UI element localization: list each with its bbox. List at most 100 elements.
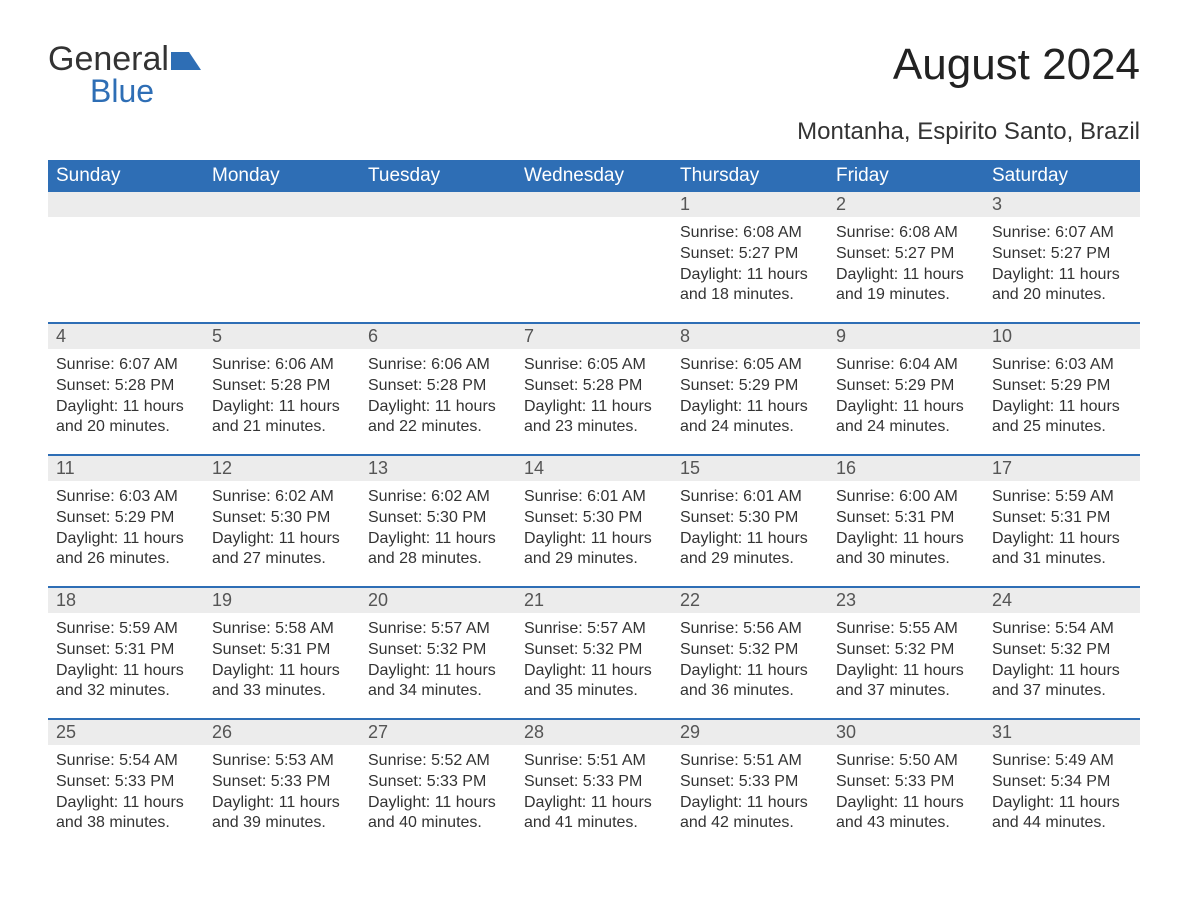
day-number: 9 [828,324,984,349]
day-content: Sunrise: 5:57 AMSunset: 5:32 PMDaylight:… [516,613,672,704]
sunrise-text: Sunrise: 6:08 AM [836,223,976,244]
calendar-day: 30Sunrise: 5:50 AMSunset: 5:33 PMDayligh… [828,720,984,840]
sunrise-text: Sunrise: 5:53 AM [212,751,352,772]
daylight1-text: Daylight: 11 hours [56,661,196,682]
calendar-day [204,192,360,312]
calendar-day: 27Sunrise: 5:52 AMSunset: 5:33 PMDayligh… [360,720,516,840]
day-number: 15 [672,456,828,481]
sunset-text: Sunset: 5:31 PM [992,508,1132,529]
calendar-day: 17Sunrise: 5:59 AMSunset: 5:31 PMDayligh… [984,456,1140,576]
daylight1-text: Daylight: 11 hours [368,793,508,814]
calendar-day: 9Sunrise: 6:04 AMSunset: 5:29 PMDaylight… [828,324,984,444]
day-content: Sunrise: 5:50 AMSunset: 5:33 PMDaylight:… [828,745,984,836]
calendar-day: 23Sunrise: 5:55 AMSunset: 5:32 PMDayligh… [828,588,984,708]
daylight1-text: Daylight: 11 hours [680,661,820,682]
day-number [204,192,360,217]
daylight1-text: Daylight: 11 hours [56,793,196,814]
day-content: Sunrise: 6:03 AMSunset: 5:29 PMDaylight:… [48,481,204,572]
calendar-day: 31Sunrise: 5:49 AMSunset: 5:34 PMDayligh… [984,720,1140,840]
sunrise-text: Sunrise: 6:03 AM [992,355,1132,376]
day-number: 14 [516,456,672,481]
sunset-text: Sunset: 5:32 PM [836,640,976,661]
calendar-day: 1Sunrise: 6:08 AMSunset: 5:27 PMDaylight… [672,192,828,312]
day-number: 6 [360,324,516,349]
sunset-text: Sunset: 5:31 PM [836,508,976,529]
day-number: 5 [204,324,360,349]
daylight2-text: and 44 minutes. [992,813,1132,834]
daylight2-text: and 20 minutes. [56,417,196,438]
daylight2-text: and 40 minutes. [368,813,508,834]
day-number: 23 [828,588,984,613]
daylight1-text: Daylight: 11 hours [680,265,820,286]
calendar-day: 6Sunrise: 6:06 AMSunset: 5:28 PMDaylight… [360,324,516,444]
day-number [48,192,204,217]
day-number: 11 [48,456,204,481]
daylight1-text: Daylight: 11 hours [524,397,664,418]
daylight2-text: and 42 minutes. [680,813,820,834]
sunset-text: Sunset: 5:31 PM [212,640,352,661]
calendar-day: 3Sunrise: 6:07 AMSunset: 5:27 PMDaylight… [984,192,1140,312]
sunrise-text: Sunrise: 5:57 AM [524,619,664,640]
calendar-week: 4Sunrise: 6:07 AMSunset: 5:28 PMDaylight… [48,322,1140,444]
daylight1-text: Daylight: 11 hours [836,661,976,682]
day-number: 29 [672,720,828,745]
sunrise-text: Sunrise: 6:06 AM [368,355,508,376]
day-content: Sunrise: 5:53 AMSunset: 5:33 PMDaylight:… [204,745,360,836]
sunrise-text: Sunrise: 5:51 AM [680,751,820,772]
daylight2-text: and 21 minutes. [212,417,352,438]
calendar-week: 1Sunrise: 6:08 AMSunset: 5:27 PMDaylight… [48,192,1140,312]
daylight2-text: and 31 minutes. [992,549,1132,570]
day-content: Sunrise: 6:02 AMSunset: 5:30 PMDaylight:… [204,481,360,572]
page-title: August 2024 [893,40,1140,90]
calendar-week: 18Sunrise: 5:59 AMSunset: 5:31 PMDayligh… [48,586,1140,708]
daylight2-text: and 24 minutes. [680,417,820,438]
daylight1-text: Daylight: 11 hours [368,529,508,550]
sunrise-text: Sunrise: 5:52 AM [368,751,508,772]
calendar-day: 14Sunrise: 6:01 AMSunset: 5:30 PMDayligh… [516,456,672,576]
daylight1-text: Daylight: 11 hours [992,661,1132,682]
sunrise-text: Sunrise: 6:05 AM [680,355,820,376]
sunrise-text: Sunrise: 5:54 AM [992,619,1132,640]
daylight2-text: and 41 minutes. [524,813,664,834]
day-content: Sunrise: 6:08 AMSunset: 5:27 PMDaylight:… [672,217,828,308]
calendar-grid: SundayMondayTuesdayWednesdayThursdayFrid… [48,160,1140,840]
sunrise-text: Sunrise: 6:07 AM [992,223,1132,244]
day-content: Sunrise: 5:55 AMSunset: 5:32 PMDaylight:… [828,613,984,704]
sunset-text: Sunset: 5:34 PM [992,772,1132,793]
sunset-text: Sunset: 5:30 PM [212,508,352,529]
calendar-day: 26Sunrise: 5:53 AMSunset: 5:33 PMDayligh… [204,720,360,840]
sunrise-text: Sunrise: 5:59 AM [992,487,1132,508]
calendar-day: 4Sunrise: 6:07 AMSunset: 5:28 PMDaylight… [48,324,204,444]
daylight1-text: Daylight: 11 hours [836,529,976,550]
day-content: Sunrise: 5:59 AMSunset: 5:31 PMDaylight:… [48,613,204,704]
sunrise-text: Sunrise: 6:05 AM [524,355,664,376]
sunset-text: Sunset: 5:31 PM [56,640,196,661]
calendar-day: 19Sunrise: 5:58 AMSunset: 5:31 PMDayligh… [204,588,360,708]
calendar-day: 25Sunrise: 5:54 AMSunset: 5:33 PMDayligh… [48,720,204,840]
day-number: 24 [984,588,1140,613]
sunrise-text: Sunrise: 5:57 AM [368,619,508,640]
sunrise-text: Sunrise: 6:06 AM [212,355,352,376]
calendar-day: 16Sunrise: 6:00 AMSunset: 5:31 PMDayligh… [828,456,984,576]
sunrise-text: Sunrise: 5:58 AM [212,619,352,640]
day-number: 26 [204,720,360,745]
daylight2-text: and 34 minutes. [368,681,508,702]
day-number: 17 [984,456,1140,481]
day-header: Wednesday [516,160,672,192]
calendar-day: 12Sunrise: 6:02 AMSunset: 5:30 PMDayligh… [204,456,360,576]
calendar-day: 15Sunrise: 6:01 AMSunset: 5:30 PMDayligh… [672,456,828,576]
sunset-text: Sunset: 5:27 PM [992,244,1132,265]
daylight2-text: and 37 minutes. [836,681,976,702]
daylight1-text: Daylight: 11 hours [212,793,352,814]
sunset-text: Sunset: 5:27 PM [836,244,976,265]
day-number: 13 [360,456,516,481]
daylight1-text: Daylight: 11 hours [992,397,1132,418]
day-number: 7 [516,324,672,349]
day-number: 3 [984,192,1140,217]
day-content: Sunrise: 6:07 AMSunset: 5:28 PMDaylight:… [48,349,204,440]
day-content: Sunrise: 5:54 AMSunset: 5:33 PMDaylight:… [48,745,204,836]
day-number: 19 [204,588,360,613]
daylight2-text: and 29 minutes. [524,549,664,570]
daylight1-text: Daylight: 11 hours [56,529,196,550]
sunset-text: Sunset: 5:33 PM [680,772,820,793]
